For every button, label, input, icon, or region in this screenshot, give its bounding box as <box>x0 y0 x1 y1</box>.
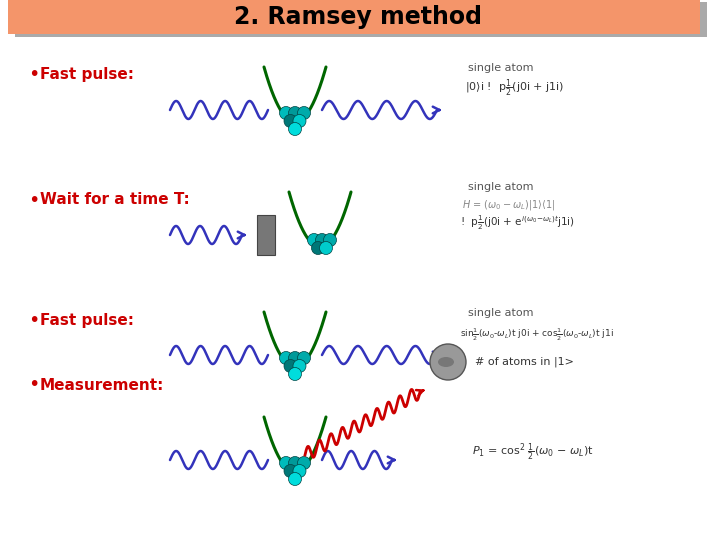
FancyBboxPatch shape <box>15 2 707 37</box>
Circle shape <box>289 472 302 485</box>
Circle shape <box>297 106 310 119</box>
Text: single atom: single atom <box>468 182 534 192</box>
Text: single atom: single atom <box>468 308 534 318</box>
Circle shape <box>323 233 336 246</box>
Circle shape <box>297 456 310 469</box>
Text: single atom: single atom <box>468 63 534 73</box>
Text: # of atoms in |1>: # of atoms in |1> <box>475 357 574 367</box>
Text: Fast pulse:: Fast pulse: <box>40 313 134 327</box>
Circle shape <box>284 114 297 127</box>
Ellipse shape <box>438 357 454 367</box>
Text: $|0\rangle$i !  p$\frac{1}{2}$(j0i + j1i): $|0\rangle$i ! p$\frac{1}{2}$(j0i + j1i) <box>465 77 564 99</box>
Bar <box>257 215 275 255</box>
Text: $P_1$ = cos$^2$ $\frac{1}{2}$($\omega_0$ $-$ $\omega_L$)t: $P_1$ = cos$^2$ $\frac{1}{2}$($\omega_0$… <box>472 441 594 463</box>
Circle shape <box>279 456 292 469</box>
Text: sin$\frac{1}{2}$($\omega_0$-$\omega_L$)t j0i + cos$\frac{1}{2}$($\omega_0$-$\ome: sin$\frac{1}{2}$($\omega_0$-$\omega_L$)t… <box>460 327 613 343</box>
Circle shape <box>284 360 297 373</box>
Circle shape <box>289 368 302 381</box>
Text: Wait for a time T:: Wait for a time T: <box>40 192 190 207</box>
Text: 2. Ramsey method: 2. Ramsey method <box>234 5 482 29</box>
Text: Measurement:: Measurement: <box>40 377 164 393</box>
Circle shape <box>315 233 328 246</box>
Text: !  p$\frac{1}{2}$(j0i + e$^{i(\omega_0\!-\!\omega_L)t}$j1i): ! p$\frac{1}{2}$(j0i + e$^{i(\omega_0\!-… <box>460 214 575 232</box>
Text: •: • <box>28 310 40 329</box>
Circle shape <box>289 352 302 365</box>
Circle shape <box>307 233 320 246</box>
Text: •: • <box>28 375 40 395</box>
FancyBboxPatch shape <box>8 0 700 34</box>
Circle shape <box>430 344 466 380</box>
Circle shape <box>279 352 292 365</box>
Text: Fast pulse:: Fast pulse: <box>40 68 134 83</box>
Circle shape <box>279 106 292 119</box>
Circle shape <box>289 123 302 136</box>
Circle shape <box>284 464 297 477</box>
Text: $H$ = $(\omega_0 - \omega_L)|1\rangle\langle 1|$: $H$ = $(\omega_0 - \omega_L)|1\rangle\la… <box>462 198 556 212</box>
Circle shape <box>293 464 306 477</box>
Circle shape <box>293 114 306 127</box>
Text: •: • <box>28 65 40 84</box>
Circle shape <box>320 241 333 254</box>
Circle shape <box>293 360 306 373</box>
Circle shape <box>289 106 302 119</box>
Circle shape <box>297 352 310 365</box>
Circle shape <box>289 456 302 469</box>
Circle shape <box>312 241 325 254</box>
Text: •: • <box>28 191 40 210</box>
